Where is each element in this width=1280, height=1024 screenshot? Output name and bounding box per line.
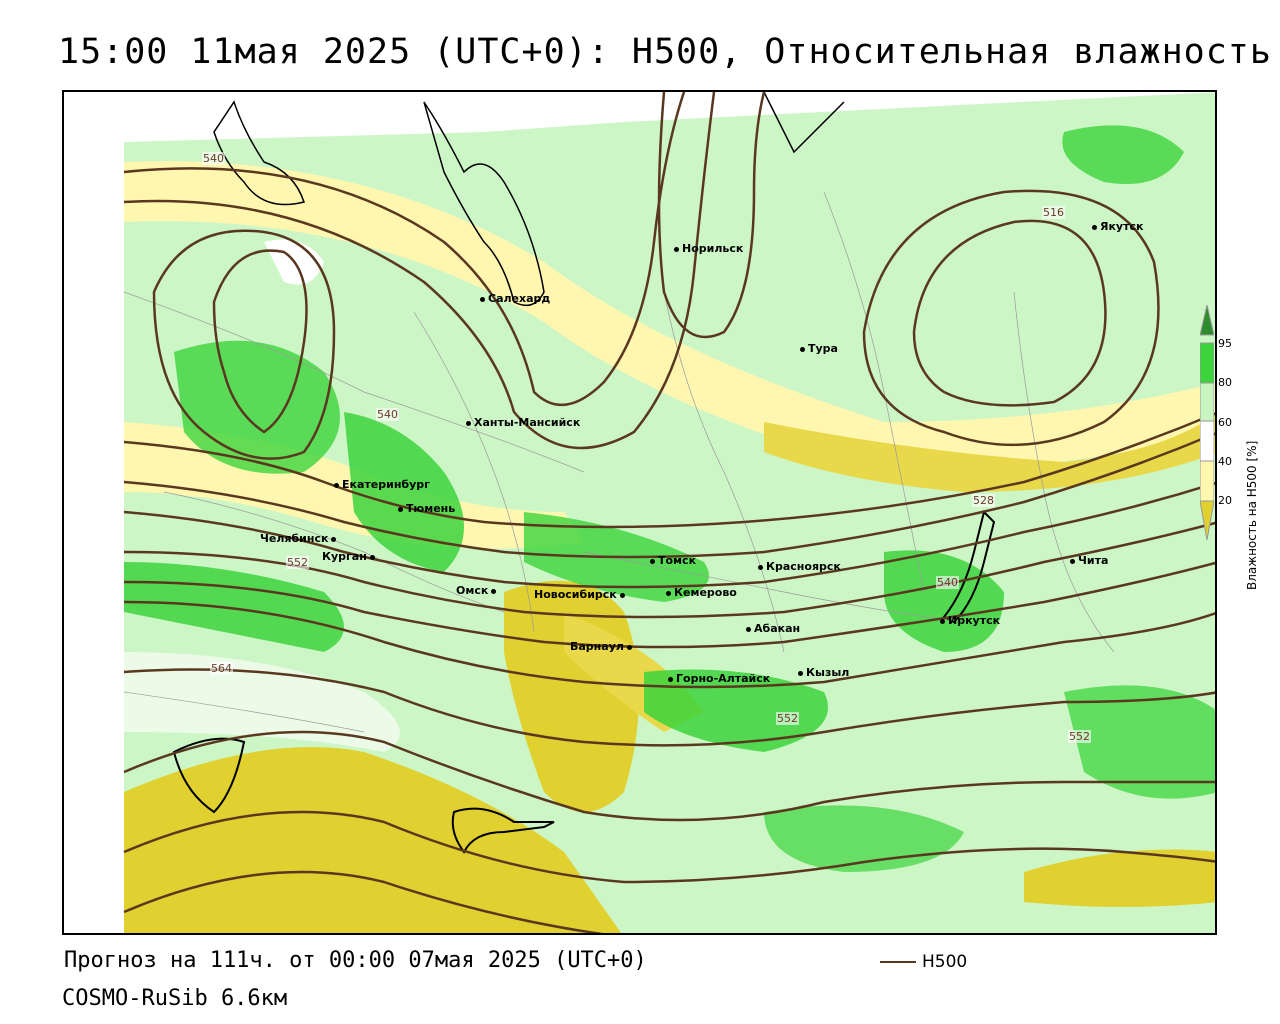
city-name: Екатеринбург xyxy=(342,478,430,491)
city-dot-icon xyxy=(674,246,679,252)
city-marker: Барнаул xyxy=(570,640,635,653)
humidity-legend: 95 80 60 40 20 xyxy=(1198,305,1278,595)
city-dot-icon xyxy=(1070,558,1075,564)
city-marker: Красноярск xyxy=(758,560,841,573)
city-name: Челябинск xyxy=(260,532,329,545)
city-dot-icon xyxy=(398,506,403,512)
city-dot-icon xyxy=(668,676,673,682)
legend-tick: 20 xyxy=(1218,494,1232,507)
map-canvas xyxy=(64,92,1215,933)
city-name: Ханты-Мансийск xyxy=(474,416,581,429)
city-name: Салехард xyxy=(488,292,551,305)
city-name: Тура xyxy=(808,342,838,355)
isoline-label: 540 xyxy=(202,152,225,165)
city-marker: Омск xyxy=(456,584,499,597)
city-name: Барнаул xyxy=(570,640,624,653)
city-name: Омск xyxy=(456,584,489,597)
legend-tick: 95 xyxy=(1218,337,1232,350)
isoline-legend-label: H500 xyxy=(922,952,968,972)
legend-tick: 80 xyxy=(1218,376,1232,389)
city-marker: Новосибирск xyxy=(534,588,628,601)
isoline-label: 540 xyxy=(376,408,399,421)
city-marker: Тюмень xyxy=(398,502,455,515)
city-dot-icon xyxy=(758,564,763,570)
city-marker: Екатеринбург xyxy=(334,478,430,491)
city-name: Новосибирск xyxy=(534,588,617,601)
city-name: Кемерово xyxy=(674,586,737,599)
isoline-swatch-icon xyxy=(880,961,916,963)
isoline-label: 528 xyxy=(972,494,995,507)
city-dot-icon xyxy=(626,644,632,650)
city-marker: Томск xyxy=(650,554,696,567)
city-name: Чита xyxy=(1078,554,1109,567)
city-dot-icon xyxy=(798,670,803,676)
city-dot-icon xyxy=(800,346,805,352)
city-dot-icon xyxy=(666,590,671,596)
city-dot-icon xyxy=(331,536,337,542)
legend-tick: 40 xyxy=(1218,455,1232,468)
city-dot-icon xyxy=(334,482,339,488)
city-name: Норильск xyxy=(682,242,744,255)
city-dot-icon xyxy=(480,296,485,302)
city-marker: Тура xyxy=(800,342,838,355)
legend-color-bar xyxy=(1200,305,1214,540)
weather-map: 540 516 540 528 540 552 564 552 552 Нори… xyxy=(62,90,1217,935)
model-name: COSMO-RuSib 6.6км xyxy=(62,986,288,1011)
city-dot-icon xyxy=(619,592,625,598)
city-marker: Иркутск xyxy=(940,614,1000,627)
city-name: Абакан xyxy=(754,622,801,635)
city-marker: Абакан xyxy=(746,622,800,635)
forecast-info: Прогноз на 111ч. от 00:00 07мая 2025 (UT… xyxy=(64,948,647,973)
city-name: Томск xyxy=(658,554,697,567)
city-name: Красноярск xyxy=(766,560,841,573)
city-dot-icon xyxy=(369,554,375,560)
city-marker: Якутск xyxy=(1092,220,1143,233)
isoline-label: 552 xyxy=(286,556,309,569)
city-marker: Кызыл xyxy=(798,666,849,679)
city-marker: Кемерово xyxy=(666,586,737,599)
city-name: Кызыл xyxy=(806,666,850,679)
city-dot-icon xyxy=(650,558,655,564)
city-name: Курган xyxy=(322,550,367,563)
isoline-label: 516 xyxy=(1042,206,1065,219)
isoline-legend: H500 xyxy=(880,952,967,972)
city-dot-icon xyxy=(940,618,945,624)
city-name: Иркутск xyxy=(948,614,1001,627)
city-name: Тюмень xyxy=(406,502,456,515)
city-marker: Чита xyxy=(1070,554,1108,567)
city-marker: Горно-Алтайск xyxy=(668,672,770,685)
city-dot-icon xyxy=(746,626,751,632)
city-marker: Курган xyxy=(322,550,378,563)
city-name: Горно-Алтайск xyxy=(676,672,771,685)
city-marker: Норильск xyxy=(674,242,743,255)
map-title: 15:00 11мая 2025 (UTC+0): H500, Относите… xyxy=(58,32,1272,72)
city-dot-icon xyxy=(466,420,471,426)
isoline-label: 540 xyxy=(936,576,959,589)
legend-tick: 60 xyxy=(1218,416,1232,429)
city-dot-icon xyxy=(491,588,497,594)
city-marker: Ханты-Мансийск xyxy=(466,416,580,429)
isoline-label: 552 xyxy=(776,712,799,725)
isoline-label: 552 xyxy=(1068,730,1091,743)
isoline-label: 564 xyxy=(210,662,233,675)
legend-title: Влажность на H500 [%] xyxy=(1245,440,1259,590)
city-marker: Салехард xyxy=(480,292,550,305)
city-name: Якутск xyxy=(1100,220,1144,233)
city-marker: Челябинск xyxy=(260,532,339,545)
city-dot-icon xyxy=(1092,224,1097,230)
